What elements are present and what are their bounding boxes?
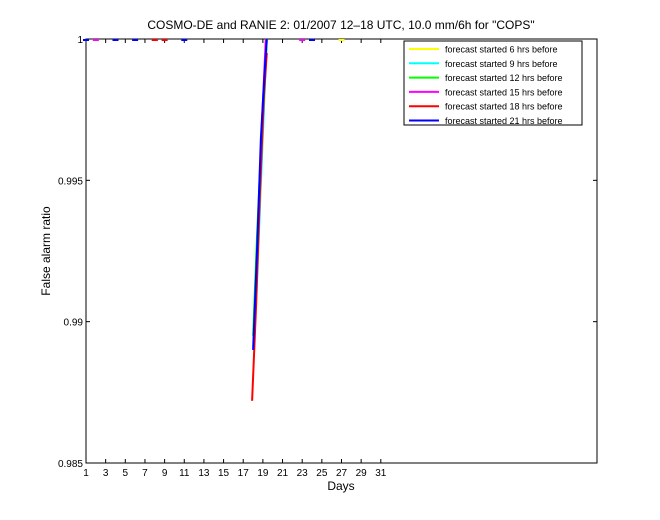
x-tick-label: 3 bbox=[103, 468, 109, 479]
y-tick-label: 0.99 bbox=[64, 318, 84, 329]
x-tick-label: 25 bbox=[316, 468, 328, 479]
x-tick-label: 15 bbox=[218, 468, 230, 479]
series-line bbox=[252, 38, 268, 350]
y-tick-label: 0.995 bbox=[58, 176, 83, 187]
legend-label: forecast started 18 hrs before bbox=[445, 102, 563, 112]
legend-label: forecast started 6 hrs before bbox=[445, 45, 558, 55]
x-tick-label: 1 bbox=[83, 468, 89, 479]
x-axis-label: Days bbox=[327, 479, 354, 493]
x-tick-label: 7 bbox=[142, 468, 148, 479]
legend-label: forecast started 9 hrs before bbox=[445, 59, 558, 69]
x-tick-label: 21 bbox=[277, 468, 289, 479]
x-tick-label: 23 bbox=[297, 468, 309, 479]
x-tick-label: 27 bbox=[336, 468, 348, 479]
legend: forecast started 6 hrs before forecast st… bbox=[403, 40, 583, 126]
legend-box bbox=[403, 40, 583, 126]
x-axis-ticks: 1 3 5 7 9 11 13 15 17 19 21 23 25 27 29 31 bbox=[83, 39, 387, 479]
x-tick-label: 5 bbox=[123, 468, 129, 479]
legend-label: forecast started 21 hrs before bbox=[445, 116, 563, 126]
legend-label: forecast started 12 hrs before bbox=[445, 73, 563, 83]
x-tick-label: 9 bbox=[162, 468, 168, 479]
x-tick-label: 17 bbox=[238, 468, 250, 479]
legend-label: forecast started 15 hrs before bbox=[445, 87, 563, 97]
x-tick-label: 11 bbox=[179, 468, 190, 479]
chart-title: COSMO-DE and RANIE 2: 01/2007 12–18 UTC,… bbox=[147, 18, 534, 32]
legend-entries: forecast started 6 hrs before forecast st… bbox=[409, 45, 563, 126]
series-6 bbox=[83, 38, 316, 350]
y-axis-ticks: 0.985 0.99 0.995 1 bbox=[58, 35, 597, 470]
x-tick-label: 19 bbox=[257, 468, 269, 479]
y-tick-label: 1 bbox=[77, 35, 83, 46]
x-tick-label: 31 bbox=[375, 468, 387, 479]
y-axis-label: False alarm ratio bbox=[39, 206, 53, 296]
x-tick-label: 13 bbox=[198, 468, 210, 479]
x-tick-label: 29 bbox=[356, 468, 368, 479]
series-lines bbox=[83, 38, 345, 401]
y-tick-label: 0.985 bbox=[58, 459, 83, 470]
